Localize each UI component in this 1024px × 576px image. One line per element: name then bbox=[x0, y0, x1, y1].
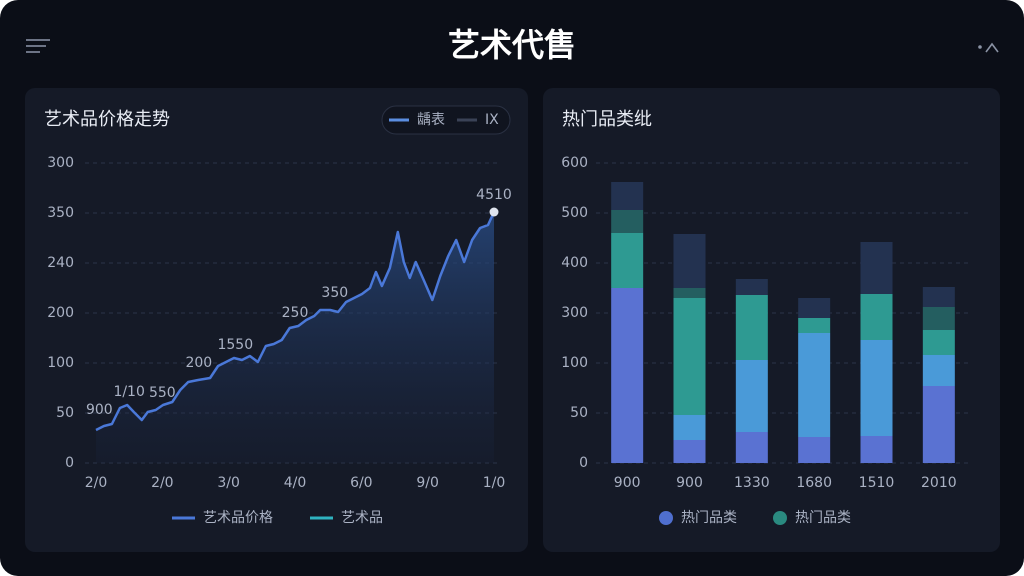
bar-segment bbox=[673, 234, 706, 288]
toggle-label: IX bbox=[485, 112, 499, 128]
bar-segment bbox=[673, 415, 706, 440]
x-tick-label: 2/0 bbox=[151, 475, 174, 491]
legend-swatch bbox=[659, 511, 673, 525]
y-tick-label: 350 bbox=[47, 205, 74, 221]
x-tick-label: 2/0 bbox=[85, 475, 108, 491]
annotation: 1550 bbox=[217, 337, 253, 353]
bar-segment bbox=[735, 432, 768, 463]
bar-segment bbox=[798, 437, 831, 463]
line bbox=[95, 211, 496, 432]
annotation: 900 bbox=[86, 402, 113, 418]
panel-title: 艺术品价格走势 bbox=[44, 109, 170, 130]
bar-segment bbox=[922, 355, 955, 386]
toggle-label: 龋表 bbox=[417, 112, 445, 128]
x-tick-label: 3/0 bbox=[217, 475, 240, 491]
area bbox=[96, 212, 494, 463]
legend-label: 热门品类 bbox=[681, 510, 737, 526]
bar-segment bbox=[860, 436, 893, 463]
bar-segment bbox=[798, 318, 831, 333]
y-tick-label: 600 bbox=[561, 155, 588, 171]
x-tick-label: 900 bbox=[614, 475, 641, 491]
y-tick-label: 240 bbox=[47, 255, 74, 271]
annotation: 250 bbox=[282, 305, 309, 321]
legend-swatch bbox=[773, 511, 787, 525]
bar-segment bbox=[735, 279, 768, 295]
panel-title: 热门品类纰 bbox=[562, 109, 652, 130]
annotation: 1/10 bbox=[113, 384, 144, 400]
bar-segment bbox=[922, 287, 955, 307]
x-tick-label: 1680 bbox=[796, 475, 832, 491]
x-tick-label: 1330 bbox=[734, 475, 770, 491]
x-tick-label: 900 bbox=[676, 475, 703, 491]
legend-label: 艺术品价格 bbox=[203, 510, 273, 526]
y-tick-label: 300 bbox=[561, 305, 588, 321]
bar-segment bbox=[611, 210, 644, 233]
bar-segment bbox=[735, 295, 768, 360]
y-tick-label: 100 bbox=[47, 355, 74, 371]
annotation: 550 bbox=[149, 385, 176, 401]
bar-segment bbox=[673, 440, 706, 463]
x-tick-label: 1/0 bbox=[483, 475, 506, 491]
end-marker bbox=[489, 207, 499, 217]
y-tick-label: 0 bbox=[65, 455, 74, 471]
bar-segment bbox=[798, 298, 831, 318]
annotation: 4510 bbox=[476, 187, 512, 203]
y-tick-label: 300 bbox=[47, 155, 74, 171]
top-icon[interactable] bbox=[978, 42, 999, 53]
y-tick-label: 400 bbox=[561, 255, 588, 271]
bar-segment bbox=[922, 330, 955, 355]
y-tick-label: 50 bbox=[570, 405, 588, 421]
y-tick-label: 0 bbox=[579, 455, 588, 471]
menu-icon[interactable] bbox=[26, 39, 50, 53]
x-tick-label: 6/0 bbox=[350, 475, 373, 491]
y-tick-label: 200 bbox=[47, 305, 74, 321]
legend-label: 热门品类 bbox=[795, 510, 851, 526]
bar-segment bbox=[922, 386, 955, 463]
bar-segment bbox=[860, 242, 893, 294]
legend-label: 艺术品 bbox=[341, 510, 383, 526]
bar-segment bbox=[860, 340, 893, 436]
bar-segment bbox=[673, 298, 706, 415]
bar-segment bbox=[611, 233, 644, 288]
annotation: 350 bbox=[321, 285, 348, 301]
bar-segment bbox=[860, 294, 893, 340]
toggle[interactable] bbox=[381, 105, 511, 135]
x-tick-label: 9/0 bbox=[416, 475, 439, 491]
bar-segment bbox=[611, 288, 644, 463]
x-tick-label: 2010 bbox=[921, 475, 957, 491]
bar-segment bbox=[611, 182, 644, 210]
y-tick-label: 100 bbox=[561, 355, 588, 371]
page-title: 艺术代售 bbox=[448, 26, 576, 64]
bar-segment bbox=[922, 307, 955, 330]
bar-segment bbox=[673, 288, 706, 298]
x-tick-label: 1510 bbox=[859, 475, 895, 491]
y-tick-label: 500 bbox=[561, 205, 588, 221]
y-tick-label: 50 bbox=[56, 405, 74, 421]
bar-segment bbox=[735, 360, 768, 432]
x-tick-label: 4/0 bbox=[284, 475, 307, 491]
annotation: 200 bbox=[185, 355, 212, 371]
bar-segment bbox=[798, 333, 831, 437]
